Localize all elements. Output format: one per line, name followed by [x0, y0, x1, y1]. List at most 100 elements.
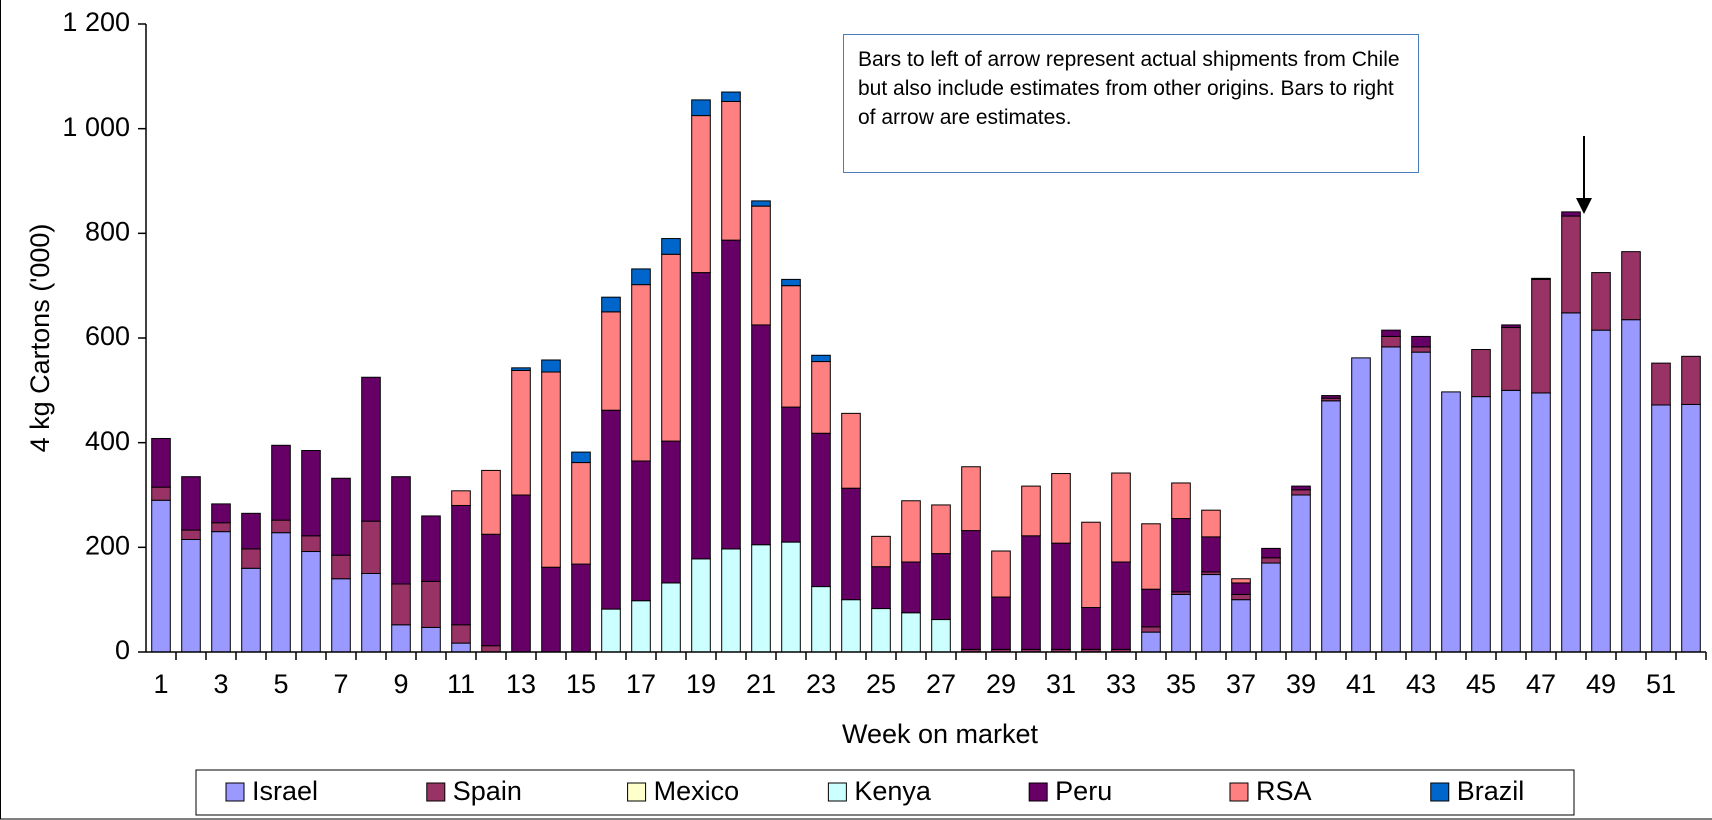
- bar-segment: [871, 535, 891, 568]
- x-tick-label: 25: [866, 669, 896, 699]
- bar-segment: [1081, 521, 1101, 609]
- bar-segment: [211, 531, 231, 653]
- bar-segment: [361, 376, 381, 522]
- bar-segment: [691, 99, 711, 117]
- bar-segment: [721, 239, 741, 550]
- y-tick-label: 200: [85, 530, 130, 560]
- bar-segment: [391, 624, 411, 653]
- bar-segment: [1381, 335, 1401, 348]
- bar-segment: [421, 580, 441, 628]
- bar-segment: [1591, 272, 1611, 331]
- y-tick-label: 600: [85, 321, 130, 351]
- bar-segment: [1231, 599, 1251, 653]
- bar-segment: [1321, 400, 1341, 653]
- bar-segment: [151, 437, 171, 488]
- bar-segment: [271, 444, 291, 521]
- bar-segment: [1231, 578, 1251, 584]
- x-tick-label: 17: [626, 669, 656, 699]
- legend-label: Mexico: [654, 776, 740, 806]
- bar-segment: [451, 490, 471, 506]
- bar-segment: [331, 477, 351, 556]
- bar-segment: [301, 551, 321, 653]
- bar-segment: [181, 529, 201, 540]
- bar-segment: [301, 450, 321, 537]
- bar-segment: [1411, 335, 1431, 348]
- bar-segment: [1141, 588, 1161, 628]
- bar-segment: [1171, 482, 1191, 520]
- bar-segment: [391, 476, 411, 585]
- bar-segment: [1111, 472, 1131, 563]
- legend-label: Brazil: [1457, 776, 1525, 806]
- bar-segment: [811, 354, 831, 363]
- bar-segment: [1021, 535, 1041, 650]
- bar-segment: [811, 432, 831, 588]
- bar-segment: [211, 503, 231, 524]
- x-tick-label: 7: [333, 669, 348, 699]
- y-tick-label: 1 200: [62, 7, 130, 37]
- bar-segment: [961, 466, 981, 532]
- bar-segment: [1471, 396, 1491, 653]
- bar-segment: [361, 573, 381, 653]
- bar-segment: [511, 369, 531, 496]
- bar-segment: [1651, 362, 1671, 406]
- bar-segment: [541, 359, 561, 373]
- bar-segment: [661, 582, 681, 653]
- bar-segment: [811, 586, 831, 653]
- legend-box: [195, 769, 1575, 816]
- x-tick-label: 29: [986, 669, 1016, 699]
- bar-segment: [931, 504, 951, 555]
- y-tick-label: 400: [85, 426, 130, 456]
- bar-segment: [1051, 542, 1071, 650]
- bar-segment: [781, 406, 801, 543]
- bar-segment: [481, 533, 501, 647]
- bar-segment: [571, 451, 591, 464]
- x-tick-label: 39: [1286, 669, 1316, 699]
- bar-segment: [1021, 485, 1041, 537]
- bar-segment: [901, 612, 921, 653]
- bar-segment: [571, 462, 591, 565]
- bar-segment: [1291, 489, 1311, 496]
- bar-segment: [1561, 215, 1581, 314]
- bar-segment: [1141, 523, 1161, 590]
- annotation: Bars to left of arrow represent actual s…: [843, 34, 1419, 173]
- bar-segment: [1411, 351, 1431, 653]
- bar-segment: [1261, 547, 1281, 559]
- bar-segment: [901, 500, 921, 563]
- bar-segment: [751, 324, 771, 546]
- bar-segment: [211, 522, 231, 533]
- bar-segment: [1621, 319, 1641, 653]
- bar-segment: [481, 469, 501, 535]
- bar-segment: [661, 253, 681, 442]
- bar-segment: [631, 268, 651, 286]
- x-tick-label: 43: [1406, 669, 1436, 699]
- bar-segment: [811, 361, 831, 434]
- bar-segment: [991, 550, 1011, 598]
- bar-segment: [1501, 324, 1521, 329]
- bar-segment: [1621, 251, 1641, 321]
- bar-segment: [481, 645, 501, 653]
- x-tick-label: 51: [1646, 669, 1676, 699]
- bar-segment: [931, 553, 951, 621]
- y-tick-label: 800: [85, 216, 130, 246]
- bar-segment: [421, 515, 441, 582]
- x-tick-label: 49: [1586, 669, 1616, 699]
- bar-segment: [1291, 494, 1311, 653]
- bar-segment: [571, 563, 591, 653]
- x-tick-label: 11: [447, 669, 475, 699]
- bar-segment: [781, 278, 801, 287]
- bar-segment: [751, 205, 771, 326]
- x-axis-label: Week on market: [842, 719, 1039, 749]
- bar-segment: [691, 558, 711, 653]
- bar-segment: [241, 548, 261, 569]
- x-tick-label: 47: [1526, 669, 1556, 699]
- bar-segment: [781, 285, 801, 408]
- bar-segment: [331, 578, 351, 653]
- bar-segment: [1501, 389, 1521, 653]
- bar-segment: [151, 486, 171, 501]
- bar-segment: [1051, 473, 1071, 544]
- bar-segment: [1261, 562, 1281, 653]
- bar-segment: [1561, 312, 1581, 653]
- bar-segment: [841, 412, 861, 489]
- bar-segment: [1531, 392, 1551, 653]
- bar-segment: [1201, 536, 1221, 573]
